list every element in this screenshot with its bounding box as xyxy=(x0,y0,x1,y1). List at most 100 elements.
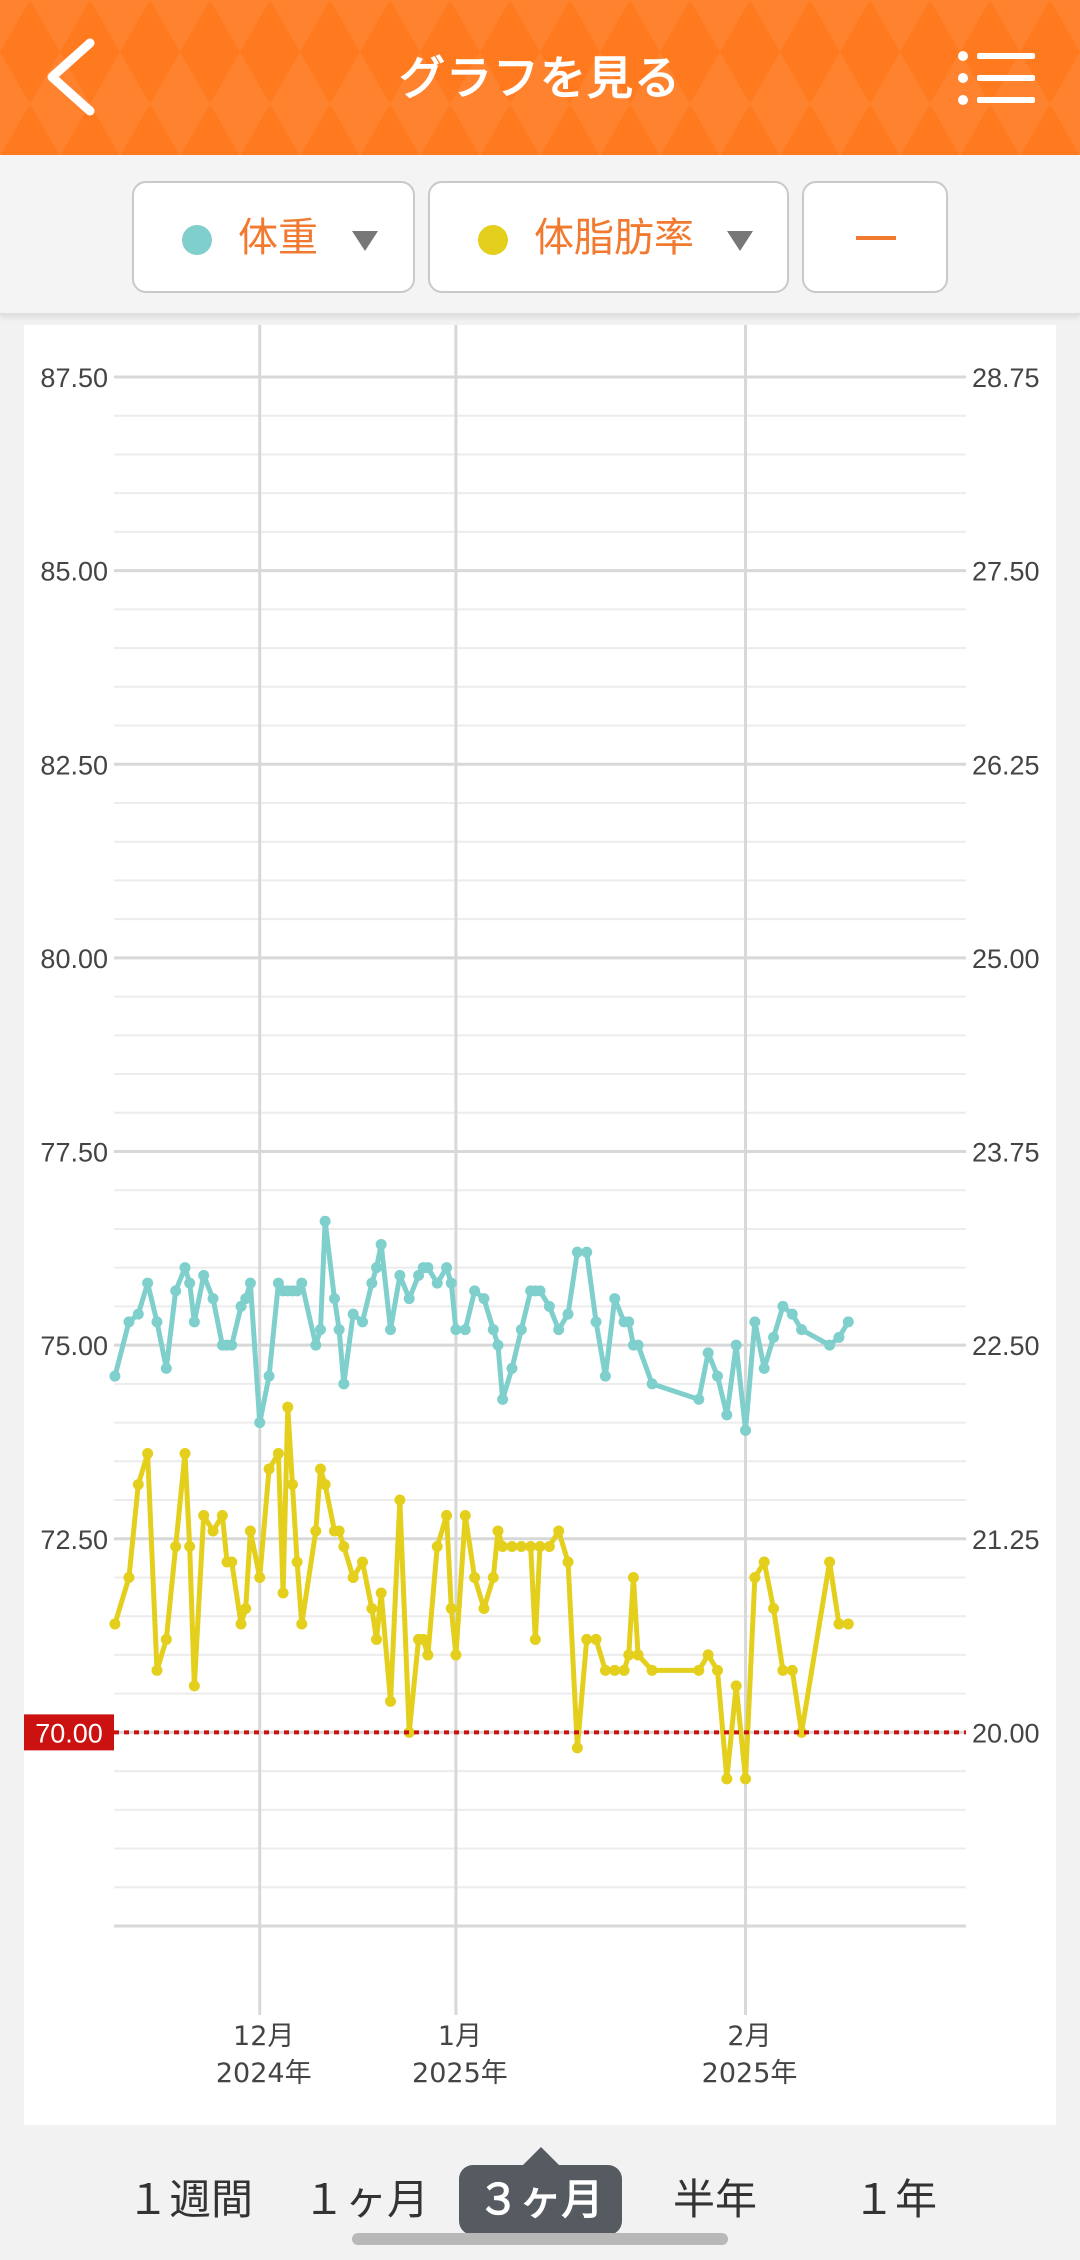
weight-data-point xyxy=(712,1370,723,1382)
right-axis-tick-label: 25.00 xyxy=(972,944,1040,974)
bodyfat-data-point xyxy=(109,1618,121,1630)
right-axis-tick-label: 27.50 xyxy=(972,557,1040,587)
bodyfat-data-point xyxy=(590,1633,602,1645)
weight-data-point xyxy=(492,1339,504,1351)
bodyfat-data-point xyxy=(235,1618,247,1630)
weight-data-point xyxy=(422,1262,434,1274)
weight-data-point xyxy=(543,1300,555,1312)
weight-data-point xyxy=(833,1331,845,1343)
weight-data-point xyxy=(632,1339,644,1351)
weight-data-point xyxy=(441,1262,453,1274)
bodyfat-data-point xyxy=(777,1664,789,1676)
left-axis-tick-label: 82.50 xyxy=(40,750,108,780)
bodyfat-data-point xyxy=(371,1633,383,1645)
weight-data-point xyxy=(758,1362,770,1374)
bodyfat-data-point xyxy=(151,1664,163,1676)
page-title: グラフを見る xyxy=(399,51,681,105)
bodyfat-data-point xyxy=(599,1664,611,1676)
bodyfat-data-point xyxy=(431,1540,443,1552)
tab-1-month[interactable]: １ヶ月 xyxy=(302,2175,429,2224)
app-header: グラフを見る xyxy=(0,0,1080,155)
weight-data-point xyxy=(375,1238,387,1250)
tab-1-week[interactable]: １週間 xyxy=(126,2175,253,2224)
weight-data-point xyxy=(254,1417,266,1429)
weight-data-point xyxy=(179,1262,191,1274)
weight-data-point xyxy=(357,1316,368,1328)
weight-data-point xyxy=(740,1424,752,1436)
weight-series-line xyxy=(112,1218,851,1433)
bodyfat-data-point xyxy=(282,1401,294,1413)
bodyfat-data-point xyxy=(553,1525,565,1537)
bodyfat-series-line xyxy=(112,1404,849,1782)
tab-1-year[interactable]: １年 xyxy=(852,2175,937,2224)
weight-data-point xyxy=(310,1339,322,1351)
bodyfat-data-point xyxy=(286,1479,298,1491)
list-menu-icon xyxy=(958,51,1035,105)
bodyfat-data-point xyxy=(226,1556,238,1568)
weight-data-point xyxy=(623,1316,635,1328)
right-axis-tick-label: 22.50 xyxy=(972,1331,1040,1361)
left-axis-tick-label: 85.00 xyxy=(40,557,108,587)
bodyfat-data-point xyxy=(758,1556,770,1568)
bodyfat-data-point xyxy=(357,1556,368,1568)
weight-data-point xyxy=(478,1293,490,1305)
bodyfat-data-point xyxy=(506,1540,518,1552)
third-series-button[interactable] xyxy=(802,181,948,293)
bodyfat-data-point xyxy=(403,1726,415,1738)
bodyfat-data-point xyxy=(842,1618,854,1630)
primary-series-dropdown[interactable]: 体重 xyxy=(132,181,415,293)
weight-data-point xyxy=(693,1393,705,1405)
bodyfat-data-point xyxy=(254,1571,266,1583)
back-button[interactable] xyxy=(40,35,110,120)
weight-data-point xyxy=(198,1269,210,1281)
bodyfat-data-point xyxy=(627,1571,639,1583)
primary-series-label: 体重 xyxy=(238,215,318,261)
bodyfat-data-point xyxy=(240,1602,252,1614)
secondary-series-label: 体脂肪率 xyxy=(534,215,694,261)
secondary-series-dropdown[interactable]: 体脂肪率 xyxy=(428,181,789,293)
bodyfat-data-point xyxy=(375,1587,387,1599)
weight-data-point xyxy=(244,1277,256,1289)
bodyfat-data-point xyxy=(188,1680,200,1692)
left-axis-tick-label: 87.50 xyxy=(40,363,108,393)
weight-data-point xyxy=(646,1378,658,1390)
bodyfat-data-point xyxy=(529,1633,541,1645)
weight-data-point xyxy=(609,1293,621,1305)
chart-panel[interactable]: 87.50 85.00 82.50 80.00 77.50 75.00 72.50 28.75… xyxy=(24,325,1056,2125)
weight-data-point xyxy=(730,1339,742,1351)
bodyfat-data-point xyxy=(469,1571,481,1583)
weight-data-point xyxy=(515,1324,527,1336)
weight-data-point xyxy=(562,1308,574,1320)
weight-data-point xyxy=(240,1293,252,1305)
right-axis-tick-label: 20.00 xyxy=(972,1718,1040,1748)
bodyfat-data-point xyxy=(132,1479,144,1491)
weight-data-point xyxy=(328,1293,340,1305)
tab-half-year[interactable]: 半年 xyxy=(672,2175,757,2224)
weight-data-point xyxy=(347,1308,359,1320)
bodyfat-data-point xyxy=(730,1680,742,1692)
left-axis-tick-label: 80.00 xyxy=(40,944,108,974)
weight-data-point xyxy=(599,1370,611,1382)
dot-icon xyxy=(182,225,212,255)
right-axis-tick-label: 21.25 xyxy=(972,1525,1040,1555)
weight-bodyfat-line-chart[interactable]: 87.50 85.00 82.50 80.00 77.50 75.00 72.50 28.75… xyxy=(24,325,1056,2125)
scroll-indicator[interactable] xyxy=(352,2233,728,2245)
weight-data-point xyxy=(721,1409,733,1421)
bodyfat-data-point xyxy=(693,1664,705,1676)
x-axis-year-label: 2025年 xyxy=(702,2058,798,2089)
bodyfat-data-point xyxy=(459,1510,471,1522)
tab-3-months[interactable]: ３ヶ月 xyxy=(459,2165,622,2235)
bodyfat-data-point xyxy=(478,1602,490,1614)
bodyfat-data-point xyxy=(422,1649,434,1661)
dash-icon xyxy=(856,236,896,240)
bodyfat-data-point xyxy=(786,1664,798,1676)
bodyfat-data-point xyxy=(160,1633,172,1645)
target-label-bg xyxy=(24,1714,114,1751)
bodyfat-data-point xyxy=(515,1540,527,1552)
bodyfat-data-point xyxy=(702,1649,714,1661)
menu-button[interactable] xyxy=(955,48,1040,108)
weight-data-point xyxy=(333,1324,345,1336)
bodyfat-data-point xyxy=(445,1602,457,1614)
weight-data-point xyxy=(459,1324,471,1336)
bodyfat-data-point xyxy=(749,1571,761,1583)
